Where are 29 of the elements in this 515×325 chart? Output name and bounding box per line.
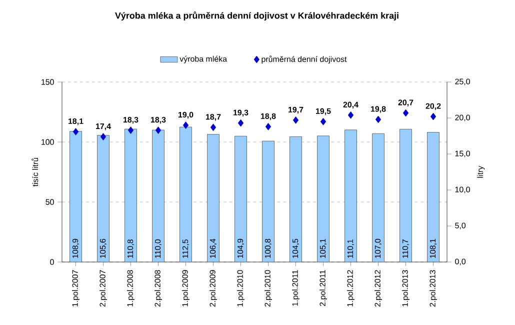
point [375,116,382,124]
point [402,109,409,117]
chart-title: Výroba mléka a průměrná denní dojivost v Královéhradeckém kraji [115,11,398,21]
bar [70,131,82,262]
bar [262,140,274,262]
point [128,126,134,134]
point [72,128,79,136]
bar [124,128,137,262]
bar [427,132,440,262]
point [210,124,216,132]
bar [290,136,302,262]
point [238,119,244,127]
point [292,116,299,124]
bar [344,130,357,262]
point [348,111,354,119]
bar [180,126,192,262]
bar [234,136,247,262]
bar [152,130,164,262]
point [430,112,436,120]
point [265,122,272,130]
bar [400,128,412,262]
point [100,133,106,140]
point [320,118,326,126]
bar [317,136,330,262]
bar [97,135,110,262]
point [182,122,189,129]
bar [372,133,384,262]
bar [207,134,220,262]
point [155,126,162,134]
